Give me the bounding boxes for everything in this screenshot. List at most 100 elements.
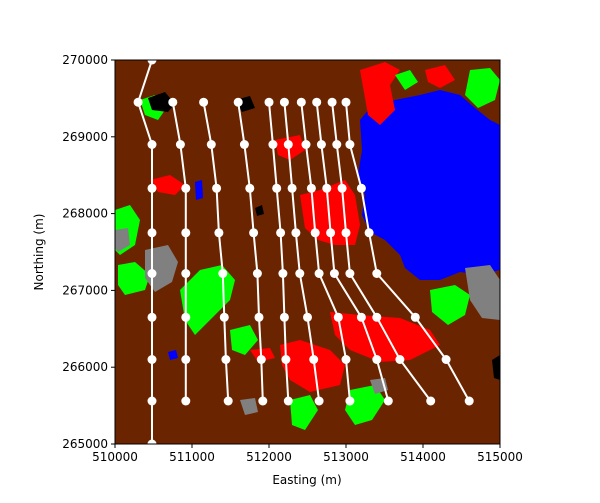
x-tick-label: 510000 [92, 450, 138, 464]
flow-point [341, 97, 351, 107]
flow-point [281, 355, 291, 364]
flow-point [464, 396, 474, 406]
rock-area [115, 228, 130, 252]
flow-point [221, 355, 231, 364]
flow-point [337, 183, 347, 193]
flow-point [147, 269, 157, 278]
x-axis-label: Easting (m) [272, 473, 341, 487]
flow-point [356, 312, 366, 322]
flow-point [233, 97, 243, 107]
grass-area [230, 325, 258, 355]
flow-point [147, 439, 157, 444]
water-body [168, 350, 178, 360]
flow-point [219, 312, 229, 322]
flow-point [223, 396, 233, 406]
grass-area [290, 395, 318, 430]
flow-point [372, 312, 382, 322]
grass-area [118, 262, 150, 295]
flow-point [322, 183, 332, 193]
urban-area [150, 175, 185, 195]
flow-point [249, 228, 259, 238]
flow-point [147, 60, 157, 65]
flow-point [341, 355, 351, 364]
flow-point [295, 269, 305, 278]
water-body [358, 90, 500, 280]
flow-point [306, 183, 316, 193]
flow-line [283, 102, 321, 402]
y-tick-label: 269000 [62, 130, 108, 144]
flow-line [237, 102, 264, 402]
flow-point [332, 140, 342, 149]
flow-point [287, 183, 297, 193]
flow-point [181, 269, 191, 278]
flow-point [181, 312, 191, 322]
flow-point [181, 183, 191, 193]
rock-area [240, 398, 258, 415]
y-tick-label: 270000 [62, 53, 108, 67]
flow-point [291, 228, 301, 238]
flow-point [341, 228, 351, 238]
flow-point [147, 228, 157, 238]
flow-point [133, 97, 143, 107]
x-tick-label: 515000 [477, 450, 523, 464]
x-tick-label: 513000 [323, 450, 369, 464]
flow-line [202, 102, 230, 402]
flow-point [345, 140, 355, 149]
flow-point [314, 396, 324, 406]
plot-frame [114, 59, 501, 445]
flow-point [410, 312, 420, 322]
y-tick-label: 265000 [62, 437, 108, 451]
flow-point [147, 140, 157, 149]
flow-line [171, 102, 187, 401]
urban-area [250, 348, 275, 362]
x-tick-label: 514000 [400, 450, 446, 464]
flow-line [331, 102, 432, 402]
urban-area [425, 65, 455, 88]
flow-point [426, 396, 436, 406]
flow-point [214, 228, 224, 238]
flow-point [279, 312, 289, 322]
flow-line [345, 102, 471, 402]
flow-point [383, 396, 393, 406]
y-tick-label: 267000 [62, 283, 108, 297]
flow-point [181, 228, 191, 238]
flow-line [137, 60, 153, 444]
flow-point [395, 355, 405, 364]
flow-point [296, 97, 306, 107]
flow-point [199, 97, 209, 107]
flow-point [254, 312, 264, 322]
flow-point [264, 97, 274, 107]
flow-point [316, 140, 326, 149]
rock-area [465, 265, 500, 320]
flow-point [278, 269, 288, 278]
flow-point [283, 140, 293, 149]
flow-point [279, 97, 289, 107]
flow-point [356, 183, 366, 193]
flow-line [315, 102, 390, 402]
flow-point [168, 97, 178, 107]
y-axis: 265000 266000 267000 268000 269000 270000 [62, 53, 115, 451]
flow-point [268, 140, 278, 149]
flow-line [268, 102, 290, 402]
flow-point [372, 269, 382, 278]
flow-point [181, 355, 191, 364]
flow-point [256, 355, 266, 364]
flow-point [239, 140, 249, 149]
y-tick-label: 266000 [62, 360, 108, 374]
flow-point [272, 183, 282, 193]
flow-point [326, 228, 336, 238]
x-tick-label: 512000 [246, 450, 292, 464]
flow-point [206, 140, 216, 149]
flow-point [147, 355, 157, 364]
y-axis-label: Northing (m) [32, 214, 46, 291]
water-body [195, 180, 203, 200]
flow-point [303, 312, 312, 322]
flow-point [301, 140, 311, 149]
urban-area [280, 340, 345, 392]
grass-area [465, 68, 500, 108]
flow-point [372, 355, 382, 364]
flow-point [212, 183, 222, 193]
flow-point [314, 269, 324, 278]
shadow-area [492, 355, 500, 380]
